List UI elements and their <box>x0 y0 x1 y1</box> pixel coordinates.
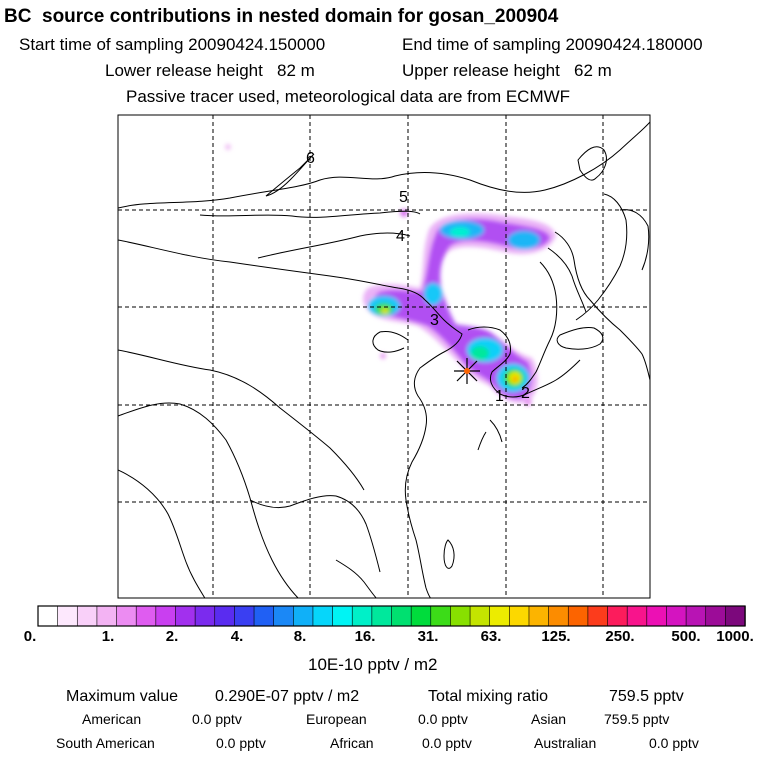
region-value: 0.0 pptv <box>192 711 242 727</box>
colorbar-swatch <box>234 605 255 627</box>
colorbar-swatch <box>666 605 687 627</box>
colorbar-swatch <box>273 605 295 627</box>
plot-title: BC source contributions in nested domain… <box>4 6 559 27</box>
colorbar-swatch <box>116 605 137 627</box>
colorbar-tick-label: 0. <box>23 628 37 645</box>
region-value: 0.0 pptv <box>418 711 468 727</box>
colorbar-tick-label: 16. <box>354 628 376 645</box>
map-label-4: 4 <box>396 228 405 245</box>
colorbar-swatch <box>725 605 746 627</box>
region-name: European <box>306 711 367 727</box>
coastlines <box>118 121 650 598</box>
colorbar-swatch <box>76 605 98 627</box>
colorbar-tick-label: 1000. <box>716 628 754 645</box>
max-value: 0.290E-07 pptv / m2 <box>215 688 360 705</box>
colorbar-tick-label: 2. <box>165 628 179 645</box>
region-name: South American <box>56 735 155 751</box>
colorbar-swatch <box>567 605 589 627</box>
colorbar-swatch <box>587 605 609 627</box>
colorbar-swatch <box>489 605 511 627</box>
colorbar-swatch <box>175 605 196 627</box>
colorbar-tick-label: 1. <box>101 628 115 645</box>
colorbar-swatch <box>548 605 569 627</box>
total-mixing-value: 759.5 pptv <box>609 688 684 705</box>
colorbar-swatch <box>371 605 393 627</box>
colorbar-swatch <box>646 605 668 627</box>
colorbar-units: 10E-10 pptv / m2 <box>308 655 438 674</box>
upper-release-label: Upper release height 62 m <box>402 61 612 80</box>
colorbar-swatch <box>293 605 314 627</box>
colorbar-swatch <box>509 605 530 627</box>
region-name: American <box>82 711 142 727</box>
colorbar-swatch <box>528 605 550 627</box>
start-time-label: Start time of sampling 20090424.150000 <box>19 35 326 54</box>
map-label-2: 2 <box>521 385 530 402</box>
colorbar-swatch <box>57 605 78 627</box>
colorbar-tick-label: 63. <box>480 628 502 645</box>
end-time-label: End time of sampling 20090424.180000 <box>402 35 703 54</box>
graticule <box>118 115 650 598</box>
map-label-3: 3 <box>430 312 439 329</box>
colorbar-tick-label: 125. <box>541 628 571 645</box>
colorbar-swatch <box>37 605 59 627</box>
colorbar-swatch <box>450 605 471 627</box>
lower-release-label: Lower release height 82 m <box>105 61 315 80</box>
map-label-6: 6 <box>306 150 315 167</box>
colorbar-swatch <box>351 605 373 627</box>
map-label-1: 1 <box>495 388 504 405</box>
colorbar-swatch <box>607 605 628 627</box>
colorbar-swatch <box>685 605 707 627</box>
region-name: Australian <box>534 735 597 751</box>
colorbar-tick-label: 8. <box>293 628 307 645</box>
colorbar-swatch <box>312 605 334 627</box>
colorbar-tick-label: 4. <box>230 628 244 645</box>
colorbar-swatch <box>155 605 177 627</box>
region-name: African <box>330 735 374 751</box>
colorbar <box>37 605 746 627</box>
colorbar-swatch <box>214 605 236 627</box>
total-mixing-label: Total mixing ratio <box>428 688 549 705</box>
colorbar-swatch <box>194 605 216 627</box>
colorbar-swatch <box>332 605 353 627</box>
colorbar-tick-label: 250. <box>605 628 635 645</box>
region-value: 759.5 pptv <box>604 711 670 727</box>
colorbar-swatch <box>430 605 452 627</box>
region-value: 0.0 pptv <box>422 735 472 751</box>
region-value: 0.0 pptv <box>649 735 699 751</box>
colorbar-swatch <box>96 605 118 627</box>
map-label-5: 5 <box>399 189 408 206</box>
colorbar-swatch <box>391 605 412 627</box>
colorbar-swatch <box>135 605 157 627</box>
tracer-note: Passive tracer used, meteorological data… <box>126 87 571 106</box>
colorbar-tick-label: 500. <box>671 628 701 645</box>
region-name: Asian <box>531 711 567 727</box>
colorbar-swatch <box>253 605 275 627</box>
max-value-label: Maximum value <box>66 688 179 705</box>
colorbar-swatch <box>626 605 648 627</box>
colorbar-swatch <box>410 605 432 627</box>
region-value: 0.0 pptv <box>216 735 266 751</box>
colorbar-swatch <box>705 605 727 627</box>
release-star <box>454 358 480 384</box>
colorbar-swatch <box>469 605 491 627</box>
colorbar-tick-label: 31. <box>417 628 439 645</box>
